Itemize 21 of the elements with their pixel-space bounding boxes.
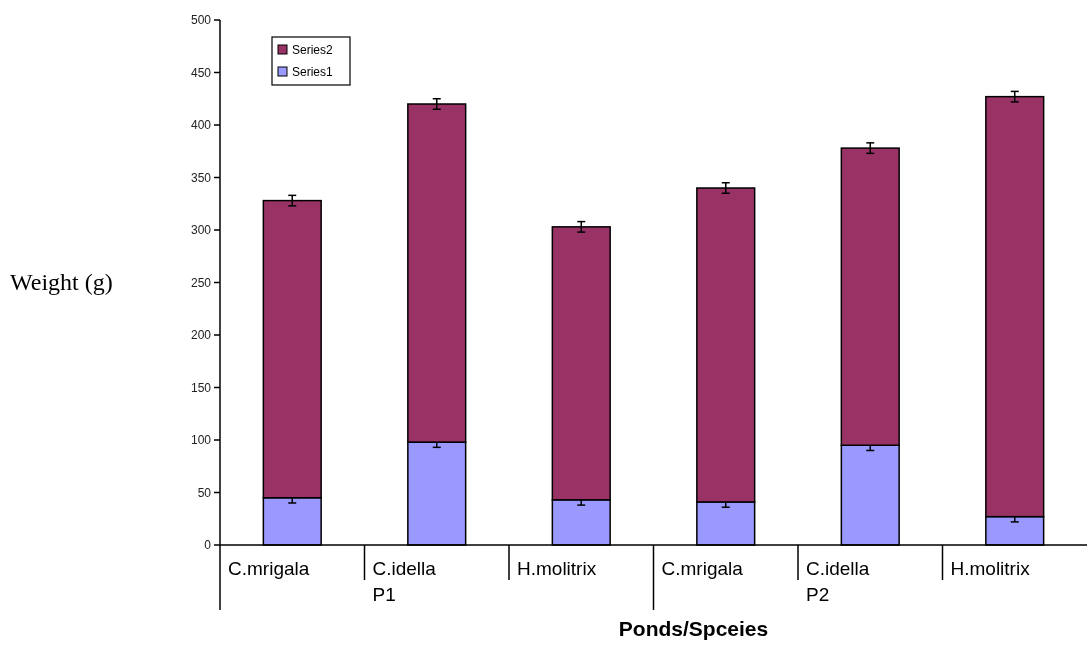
y-tick-label: 400 [190,118,212,133]
y-tick-label: 100 [190,433,212,448]
y-tick-label: 450 [190,65,212,80]
x-tick-label: C.mrigala [228,558,310,579]
x-axis-title: Ponds/Spceies [618,617,769,640]
y-tick-label: 0 [204,538,212,553]
y-axis-title: Weight (g) [10,269,113,295]
x-tick-label: C.idella P2 [806,558,870,605]
y-tick-label: 250 [190,275,212,290]
y-tick-label: 300 [190,223,212,238]
legend-label: Series1 [292,65,334,80]
y-tick-label: 200 [190,328,212,343]
y-tick-label: 350 [190,170,212,185]
x-tick-label: C.mrigala [661,558,744,579]
y-tick-label: 50 [197,485,212,500]
legend-label: Series2 [292,43,334,58]
y-tick-label: 150 [190,380,212,395]
y-tick-label: 500 [190,13,212,28]
x-tick-label: H.molitrix [517,558,597,579]
x-tick-label: H.molitrix [950,558,1031,579]
x-tick-label: C.idella P1 [372,558,437,605]
